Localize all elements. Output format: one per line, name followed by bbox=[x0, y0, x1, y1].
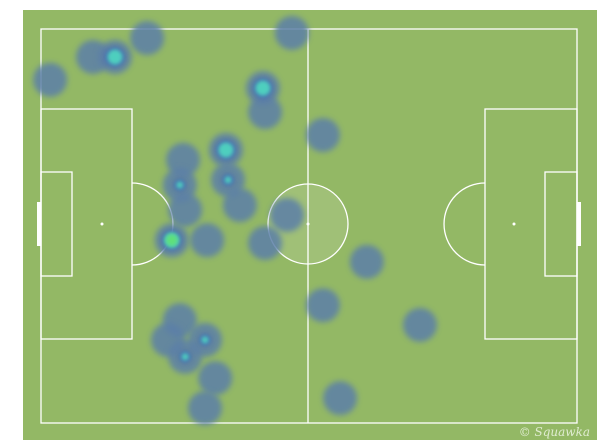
heat-point bbox=[305, 117, 340, 152]
heat-point-peak bbox=[165, 234, 178, 247]
heat-point bbox=[188, 391, 223, 426]
heat-point-hot bbox=[181, 352, 190, 361]
heat-point bbox=[274, 15, 309, 50]
heat-point bbox=[33, 62, 68, 97]
heat-point bbox=[349, 244, 384, 279]
heat-point bbox=[198, 361, 233, 396]
heat-point bbox=[168, 192, 203, 227]
pitch-background bbox=[23, 10, 597, 440]
left-penalty-spot bbox=[100, 222, 104, 226]
heat-point-hot bbox=[254, 80, 271, 97]
heat-point-hot bbox=[217, 141, 234, 158]
heat-layer bbox=[33, 15, 437, 426]
heat-point bbox=[270, 197, 305, 232]
heat-point-hot bbox=[106, 48, 123, 65]
heat-point bbox=[248, 225, 283, 260]
heat-point bbox=[190, 223, 225, 258]
heat-point-hot bbox=[224, 175, 233, 184]
heat-point bbox=[402, 307, 437, 342]
heat-point-hot bbox=[175, 181, 184, 190]
heat-point bbox=[222, 188, 257, 223]
heat-point bbox=[248, 95, 283, 130]
heat-point bbox=[130, 21, 165, 56]
watermark-text: Squawka bbox=[534, 425, 590, 439]
right-goal bbox=[577, 202, 581, 246]
heat-point-hot bbox=[201, 335, 210, 344]
heat-point bbox=[323, 381, 358, 416]
right-arc bbox=[443, 182, 486, 266]
left-goal bbox=[37, 202, 41, 246]
center-spot bbox=[306, 222, 310, 226]
squawka-watermark: © Squawka bbox=[518, 425, 590, 439]
right-penalty-spot bbox=[512, 222, 516, 226]
heat-point bbox=[166, 142, 201, 177]
heat-point bbox=[305, 288, 340, 323]
